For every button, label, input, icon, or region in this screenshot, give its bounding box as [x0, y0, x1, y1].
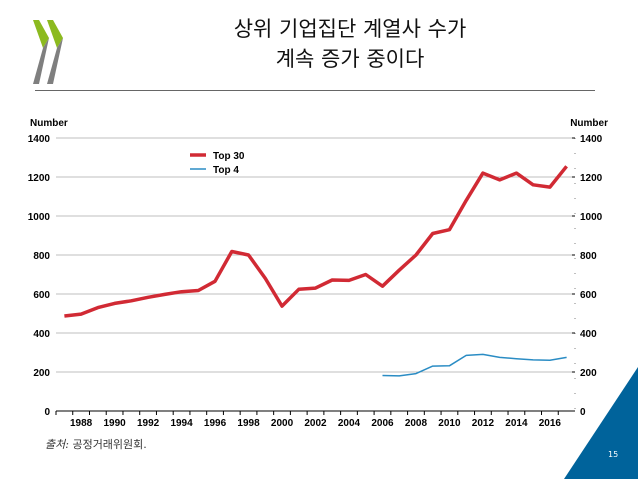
- x-tick-label: 1990: [103, 418, 126, 429]
- title-line-1: 상위 기업집단 계열사 수가: [233, 17, 467, 41]
- y-axis-label-left: Number: [30, 118, 68, 129]
- x-tick-label: 1998: [237, 418, 260, 429]
- source-note: 출처: 공정거래위원회.: [45, 436, 147, 452]
- x-tick-label: 2008: [405, 418, 428, 429]
- y-tick-left: 1400: [28, 134, 51, 145]
- x-tick-label: 1994: [170, 418, 193, 429]
- y-tick-left: 600: [33, 290, 50, 301]
- y-axis-label-right: Number: [570, 118, 608, 129]
- x-tick-label: 2006: [371, 418, 394, 429]
- series-line-top-4: [382, 353, 567, 377]
- x-tick-label: 2012: [472, 418, 495, 429]
- x-tick-label: 2002: [304, 418, 327, 429]
- y-tick-right: 800: [580, 251, 597, 262]
- y-tick-right: 400: [580, 329, 597, 340]
- y-tick-left: 800: [33, 251, 50, 262]
- slide-title: 상위 기업집단 계열사 수가 계속 증가 중이다: [120, 14, 580, 74]
- source-text: 공정거래위원회.: [68, 438, 147, 451]
- x-tick-label: 2014: [505, 418, 528, 429]
- title-line-2: 계속 증가 중이다: [275, 47, 425, 71]
- legend-label: Top 30: [213, 151, 245, 162]
- x-tick-label: 1988: [70, 418, 93, 429]
- y-tick-right: 1000: [580, 212, 603, 223]
- legend-label: Top 4: [213, 165, 239, 176]
- y-tick-left: 200: [33, 368, 50, 379]
- y-tick-right: 600: [580, 290, 597, 301]
- y-tick-left: 1000: [28, 212, 51, 223]
- y-tick-right: 1200: [580, 173, 603, 184]
- header-divider: [35, 90, 595, 91]
- x-tick-label: 2010: [438, 418, 461, 429]
- x-tick-label: 1992: [137, 418, 160, 429]
- y-tick-left: 1200: [28, 173, 51, 184]
- corner-triangle: [564, 367, 638, 479]
- x-tick-label: 2000: [271, 418, 294, 429]
- y-tick-right: 0: [580, 407, 586, 418]
- source-label: 출처:: [45, 438, 69, 451]
- y-tick-right: 1400: [580, 134, 603, 145]
- x-tick-label: 2016: [539, 418, 562, 429]
- y-tick-left: 400: [33, 329, 50, 340]
- x-tick-label: 1996: [204, 418, 227, 429]
- oecd-logo: [33, 20, 63, 84]
- y-tick-left: 0: [44, 407, 50, 418]
- x-tick-label: 2004: [338, 418, 361, 429]
- page-number: 15: [608, 450, 619, 459]
- y-tick-right: 200: [580, 368, 597, 379]
